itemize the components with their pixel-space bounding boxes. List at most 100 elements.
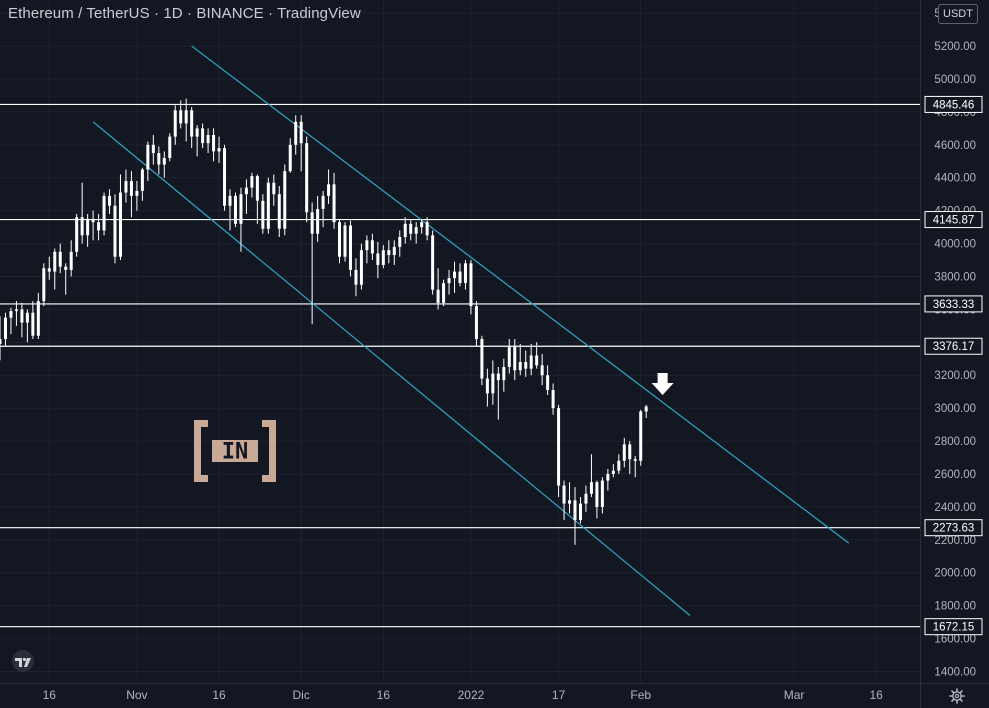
candle-body[interactable] (69, 251, 73, 270)
candle-body[interactable] (600, 480, 604, 507)
candle-body[interactable] (47, 268, 51, 272)
candle-body[interactable] (606, 473, 610, 481)
candle-body[interactable] (535, 355, 539, 366)
candle-body[interactable] (212, 134, 216, 152)
candle-body[interactable] (146, 144, 150, 170)
candle-body[interactable] (562, 485, 566, 504)
candle-body[interactable] (365, 240, 369, 251)
candle-body[interactable] (244, 187, 248, 195)
candle-body[interactable] (97, 222, 101, 231)
candle-body[interactable] (261, 200, 265, 229)
candle-body[interactable] (140, 169, 144, 191)
candle-body[interactable] (108, 195, 112, 206)
candle-body[interactable] (398, 236, 402, 247)
channel-trend-line[interactable] (92, 121, 691, 616)
channel-trend-line[interactable] (191, 45, 850, 544)
candle-body[interactable] (58, 251, 62, 267)
candle-body[interactable] (376, 253, 380, 265)
candle-body[interactable] (359, 250, 363, 285)
candle-body[interactable] (102, 195, 106, 231)
candle-body[interactable] (387, 250, 391, 256)
candle-body[interactable] (223, 148, 227, 206)
tradingview-logo-icon[interactable] (8, 650, 38, 672)
candle-body[interactable] (0, 339, 2, 344)
candle-body[interactable] (557, 408, 561, 486)
candle-body[interactable] (436, 289, 440, 303)
candle-body[interactable] (463, 263, 467, 284)
candle-body[interactable] (283, 171, 287, 229)
candle-body[interactable] (611, 470, 615, 474)
candle-body[interactable] (589, 482, 593, 494)
candle-body[interactable] (348, 225, 352, 270)
candle-body[interactable] (529, 355, 533, 369)
candle-body[interactable] (272, 182, 276, 195)
candle-body[interactable] (162, 157, 166, 165)
candle-body[interactable] (190, 110, 194, 137)
candle-body[interactable] (135, 190, 139, 196)
candle-body[interactable] (233, 195, 237, 224)
candle-body[interactable] (277, 194, 281, 229)
candle-body[interactable] (91, 218, 95, 223)
candle-body[interactable] (453, 271, 457, 279)
gear-icon[interactable] (949, 688, 965, 704)
candle-body[interactable] (502, 367, 506, 381)
candle-body[interactable] (206, 134, 210, 144)
candle-body[interactable] (168, 136, 172, 158)
candle-body[interactable] (217, 148, 221, 152)
candle-body[interactable] (573, 500, 577, 521)
candle-body[interactable] (129, 181, 133, 196)
candle-body[interactable] (447, 278, 451, 284)
candle-body[interactable] (75, 217, 79, 252)
candle-body[interactable] (485, 378, 489, 394)
candle-body[interactable] (157, 153, 161, 165)
candle-body[interactable] (381, 250, 385, 265)
candle-body[interactable] (584, 493, 588, 504)
candle-body[interactable] (124, 181, 128, 193)
candle-body[interactable] (332, 184, 336, 223)
candle-body[interactable] (316, 209, 320, 234)
candle-body[interactable] (36, 301, 40, 336)
candle-body[interactable] (491, 373, 495, 394)
candle-body[interactable] (507, 345, 511, 368)
candle-body[interactable] (551, 390, 555, 409)
timeframe-label[interactable]: 1D (163, 5, 183, 22)
candle-body[interactable] (255, 176, 259, 201)
candle-body[interactable] (173, 110, 177, 137)
candle-body[interactable] (80, 217, 84, 236)
candle-body[interactable] (266, 182, 270, 229)
candle-body[interactable] (639, 411, 643, 461)
candle-body[interactable] (343, 225, 347, 257)
candle-body[interactable] (425, 222, 429, 236)
candle-body[interactable] (195, 128, 199, 137)
candle-body[interactable] (420, 222, 424, 228)
candle-body[interactable] (414, 227, 418, 234)
candle-body[interactable] (305, 143, 309, 213)
candle-body[interactable] (86, 218, 90, 236)
candle-body[interactable] (14, 309, 18, 312)
candle-body[interactable] (201, 128, 205, 144)
candle-body[interactable] (184, 110, 188, 124)
candle-body[interactable] (622, 444, 626, 461)
candle-body[interactable] (518, 362, 522, 371)
candle-body[interactable] (53, 251, 57, 272)
candle-body[interactable] (31, 312, 35, 336)
candle-body[interactable] (474, 306, 478, 340)
candle-body[interactable] (568, 500, 572, 504)
candle-body[interactable] (578, 503, 582, 521)
candle-body[interactable] (9, 311, 13, 318)
candle-body[interactable] (480, 339, 484, 379)
candle-body[interactable] (64, 266, 68, 270)
candle-body[interactable] (42, 268, 46, 302)
candle-body[interactable] (469, 263, 473, 307)
candle-body[interactable] (299, 121, 303, 144)
candle-body[interactable] (113, 205, 117, 257)
candle-body[interactable] (370, 240, 374, 254)
candle-body[interactable] (628, 444, 632, 460)
currency-button[interactable]: USDT (938, 4, 978, 24)
candle-body[interactable] (239, 194, 243, 224)
candle-body[interactable] (513, 345, 517, 371)
candle-body[interactable] (179, 110, 183, 124)
candle-body[interactable] (321, 195, 325, 210)
candle-body[interactable] (540, 365, 544, 376)
